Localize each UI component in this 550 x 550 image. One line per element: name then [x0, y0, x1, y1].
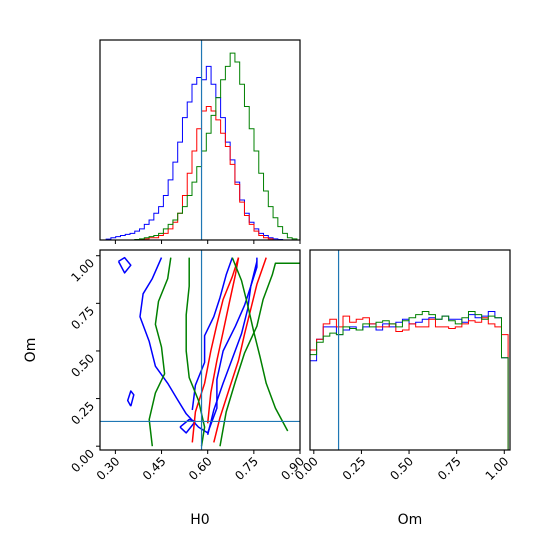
- contour-series-1-0: [191, 257, 240, 443]
- tick-label-om-y-2: 0.50: [68, 351, 97, 380]
- contour-series-2-0: [148, 257, 172, 447]
- x-axis-label-om: Om: [398, 512, 423, 528]
- tick-label-om-x-2: 0.50: [387, 454, 416, 483]
- h0-om-contour-panel: [100, 250, 300, 450]
- tick-label-h0-2: 0.60: [186, 454, 215, 483]
- contour-series-0-2: [191, 257, 234, 411]
- tick-label-om-x-1: 0.25: [340, 454, 369, 483]
- contour-series-1-2: [206, 257, 240, 424]
- y-axis-label-om: Om: [23, 338, 39, 363]
- tick-label-om-x-4: 1.00: [483, 454, 512, 483]
- x-axis-label-h0: H0: [190, 512, 209, 528]
- tick-label-om-y-3: 0.75: [68, 304, 97, 333]
- histogram-om-panel: [310, 250, 509, 450]
- tick-label-om-y-4: 1.00: [68, 256, 97, 285]
- contour-series-1-1: [213, 257, 267, 443]
- frame-om: [309, 249, 511, 451]
- hist-h0-series-1: [106, 105, 297, 240]
- frame-h0: [99, 39, 301, 241]
- contour-series-0-0: [117, 256, 132, 274]
- tick-label-h0-1: 0.45: [140, 454, 169, 483]
- tick-label-h0-0: 0.30: [94, 454, 123, 483]
- contour-series-2-1: [185, 257, 206, 447]
- hist-om-series-2: [310, 311, 509, 450]
- tick-label-h0-3: 0.75: [232, 454, 261, 483]
- tick-label-om-x-3: 0.75: [435, 454, 464, 483]
- contour-series-2-3: [231, 257, 289, 432]
- contour-series-2-2: [219, 262, 300, 447]
- frame-joint: [99, 249, 301, 451]
- hist-om-series-1: [310, 315, 509, 450]
- tick-label-om-y-1: 0.25: [68, 399, 97, 428]
- hist-h0-series-2: [106, 52, 298, 240]
- tick-label-om-y-0: 0.00: [68, 446, 97, 475]
- contour-series-0-1: [139, 257, 258, 434]
- histogram-h0-panel: [105, 40, 298, 240]
- contour-series-0-4: [126, 390, 135, 407]
- axes-layer: 0.30 0.45 0.60 0.75 0.900.00 0.000.250.250.50…: [68, 39, 512, 483]
- contour-series-0-3: [206, 261, 258, 435]
- hist-om-series-0: [310, 311, 509, 450]
